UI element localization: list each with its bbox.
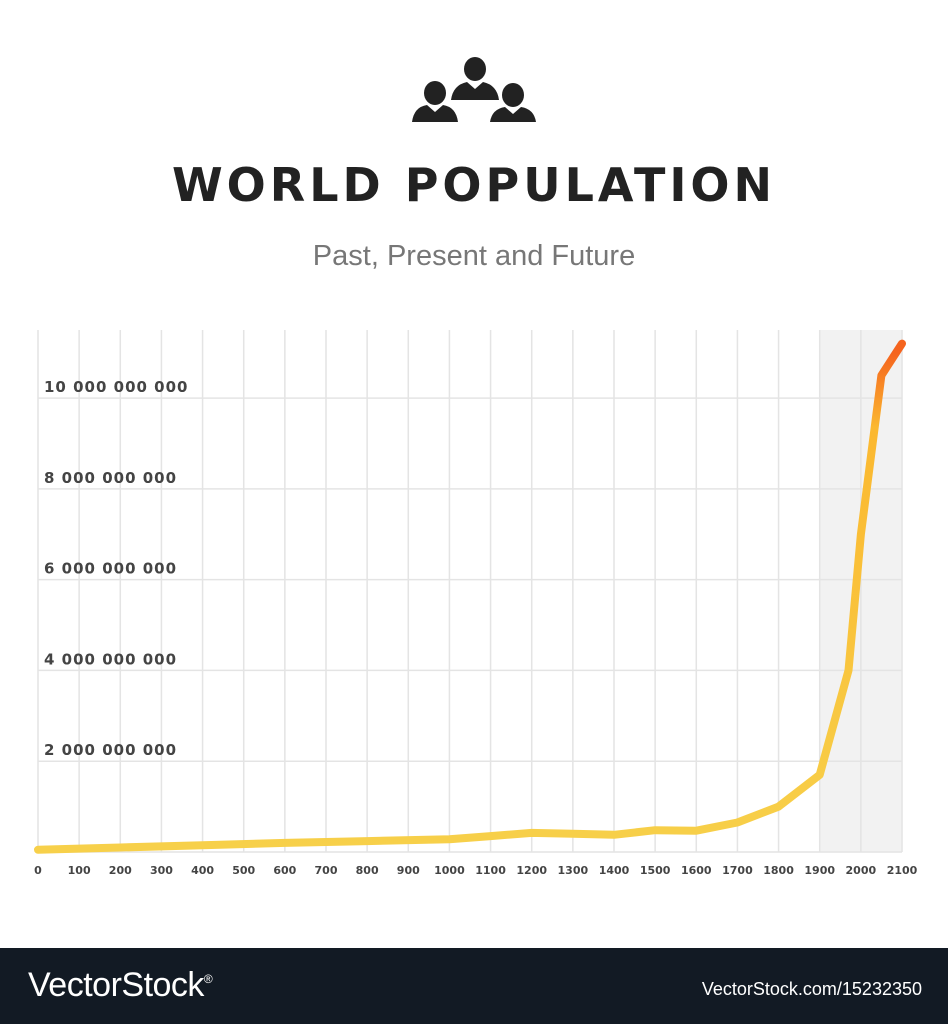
brand-logo: VectorStock®: [28, 966, 213, 1004]
x-tick-label: 300: [150, 864, 173, 877]
x-tick-label: 700: [315, 864, 338, 877]
footer-bar: VectorStock® VectorStock.com/15232350: [0, 948, 948, 1024]
x-tick-label: 1300: [558, 864, 589, 877]
x-tick-label: 2000: [846, 864, 877, 877]
population-series-line: [34, 339, 906, 854]
y-tick-label: 2 000 000 000: [44, 741, 177, 759]
population-line-chart: 2 000 000 000 4 000 000 000 6 000 000 000 8…: [34, 330, 918, 877]
y-tick-label: 8 000 000 000: [44, 469, 177, 487]
y-tick-label: 6 000 000 000: [44, 560, 177, 578]
x-tick-label: 100: [68, 864, 91, 877]
x-tick-label: 600: [273, 864, 296, 877]
x-tick-label: 1200: [516, 864, 547, 877]
people-group-icon: [410, 54, 540, 124]
x-tick-label: 800: [356, 864, 379, 877]
x-tick-label: 400: [191, 864, 214, 877]
x-tick-label: 1600: [681, 864, 712, 877]
x-tick-label: 500: [232, 864, 255, 877]
x-tick-label: 900: [397, 864, 420, 877]
image-credit: VectorStock.com/15232350: [701, 979, 922, 999]
x-tick-label: 0: [34, 864, 42, 877]
x-tick-label: 1800: [763, 864, 794, 877]
x-tick-label: 200: [109, 864, 132, 877]
chart-title: WORLD POPULATION: [171, 158, 777, 212]
y-tick-label: 4 000 000 000: [44, 650, 177, 668]
y-tick-label: 10 000 000 000: [44, 378, 188, 396]
x-tick-label: 2100: [887, 864, 918, 877]
x-tick-label: 1500: [640, 864, 671, 877]
x-tick-label: 1000: [434, 864, 465, 877]
x-tick-label: 1700: [722, 864, 753, 877]
x-tick-label: 1100: [475, 864, 506, 877]
x-tick-label: 1900: [804, 864, 835, 877]
chart-subtitle: Past, Present and Future: [312, 240, 636, 272]
x-tick-label: 1400: [599, 864, 630, 877]
